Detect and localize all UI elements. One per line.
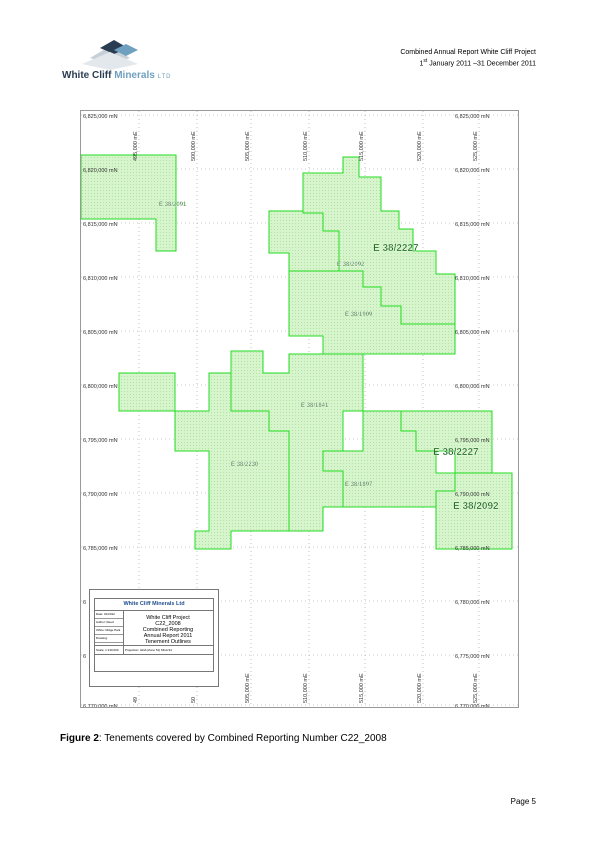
northing-label: 6,805,000 mN xyxy=(455,330,490,336)
label-e38-2227-south: E 38/2227 xyxy=(433,447,479,458)
easting-label: 510,000 mE xyxy=(303,673,309,703)
northing-label: 6,790,000 mN xyxy=(455,492,490,498)
easting-label: 510,000 mE xyxy=(303,131,309,161)
northing-label: 6,825,000 mN xyxy=(83,114,118,120)
label-e38-1909: E 38/1909 xyxy=(345,312,373,318)
label-e38-2230: E 38/2230 xyxy=(231,462,259,468)
northing-label: 6,785,000 mN xyxy=(83,546,118,552)
northing-label: 6,800,000 mN xyxy=(83,384,118,390)
title-block-line-3: Combined Reporting xyxy=(142,627,194,633)
easting-label: 525,000 mE xyxy=(473,673,479,703)
logo-word-1: White Cliff xyxy=(62,70,112,81)
northing-label: 6,805,000 mN xyxy=(83,330,118,336)
title-block-drawing: Drawing: xyxy=(95,635,123,643)
northing-label: 6,815,000 mN xyxy=(83,222,118,228)
tenement-e38-2227-south xyxy=(400,410,493,474)
northing-label: 6,770,000 mN xyxy=(83,704,118,707)
title-block-projection: Projection: GDA (Zone 51) MGA 94 xyxy=(123,646,172,654)
northing-label: 6,790,000 mN xyxy=(83,492,118,498)
label-e38-1841: E 38/1841 xyxy=(301,403,329,409)
easting-label: 505,000 mE xyxy=(245,673,251,703)
northing-label: 6,820,000 mN xyxy=(455,168,490,174)
tenement-e38-1909 xyxy=(288,270,456,355)
northing-label: 6,815,000 mN xyxy=(455,222,490,228)
label-e38-2091: E 38/2091 xyxy=(159,202,187,208)
easting-label: 495,000 mE xyxy=(133,131,139,161)
easting-label: 515,000 mE xyxy=(359,673,365,703)
northing-label: 6,810,000 mN xyxy=(83,276,118,282)
title-block-office: Office: Ridge Park xyxy=(95,627,123,635)
logo-word-2: Minerals xyxy=(114,70,155,81)
label-e38-2092-north: E 38/2092 xyxy=(337,262,365,268)
label-e38-2227-north: E 38/2227 xyxy=(373,243,419,254)
northing-label: 6,795,000 mN xyxy=(83,438,118,444)
northing-label: 6,800,000 mN xyxy=(455,384,490,390)
logo-ltd: LTD xyxy=(157,74,172,80)
northing-label: 6,775,000 mN xyxy=(455,654,490,660)
page-number: Page 5 xyxy=(510,797,536,806)
label-e38-1897: E 38/1897 xyxy=(345,482,373,488)
report-title: Combined Annual Report White Cliff Proje… xyxy=(400,49,536,56)
easting-label: 49 xyxy=(133,697,139,703)
easting-label: 500,000 mE xyxy=(191,131,197,161)
title-block-line-5: Tenement Outlines xyxy=(145,639,191,645)
map-title-block: White Cliff Minerals Ltd Date: 01/2012 A… xyxy=(89,589,219,687)
figure-caption-text: : Tenements covered by Combined Reportin… xyxy=(98,733,387,744)
northing-label: 6 xyxy=(83,600,86,606)
northing-label: 6,780,000 mN xyxy=(455,600,490,606)
easting-label: 505,000 mE xyxy=(245,131,251,161)
easting-label: 50 xyxy=(191,697,197,703)
easting-label: 515,000 mE xyxy=(359,131,365,161)
title-block-date: Date: 01/2012 xyxy=(95,611,123,619)
northing-label: 6 xyxy=(83,654,86,660)
easting-label: 525,000 mE xyxy=(473,131,479,161)
report-header: Combined Annual Report White Cliff Proje… xyxy=(400,48,536,68)
northing-label: 6,795,000 mN xyxy=(455,438,490,444)
tenement-e38-2092-north xyxy=(268,210,340,272)
tenement-e38-2091 xyxy=(81,154,177,252)
title-block-author: Author: Reed xyxy=(95,619,123,627)
map-canvas: E 38/2091 E 38/2227 E 38/2092 E 38/1909 … xyxy=(81,111,518,707)
northing-label: 6,810,000 mN xyxy=(455,276,490,282)
title-block-line-2: C22_2008 xyxy=(155,621,181,627)
label-e38-2092-south: E 38/2092 xyxy=(453,501,499,512)
easting-label: 520,000 mE xyxy=(417,673,423,703)
title-block-company: White Cliff Minerals Ltd xyxy=(123,601,185,607)
title-block-line-1: White Cliff Project xyxy=(146,615,190,621)
northing-label: 6,825,000 mN xyxy=(455,114,490,120)
title-block-line-4: Annual Report 2011 xyxy=(143,633,193,639)
report-period: 1st January 2011 –31 December 2011 xyxy=(419,58,537,68)
easting-label: 520,000 mE xyxy=(417,131,423,161)
company-logo: White Cliff Minerals LTD xyxy=(62,36,202,86)
tenement-e38-2230 xyxy=(118,372,290,550)
figure-caption: Figure 2: Tenements covered by Combined … xyxy=(60,733,387,744)
tenement-map: E 38/2091 E 38/2227 E 38/2092 E 38/1909 … xyxy=(80,110,519,708)
figure-label: Figure 2 xyxy=(60,733,99,744)
logo-mark-icon xyxy=(82,40,138,70)
northing-label: 6,785,000 mN xyxy=(455,546,490,552)
title-block-scale: Scale: 1:130,000 xyxy=(96,648,119,652)
northing-label: 6,820,000 mN xyxy=(83,168,118,174)
tenement-e38-2092-south xyxy=(435,472,513,550)
northing-label: 6,770,000 mN xyxy=(455,704,490,707)
